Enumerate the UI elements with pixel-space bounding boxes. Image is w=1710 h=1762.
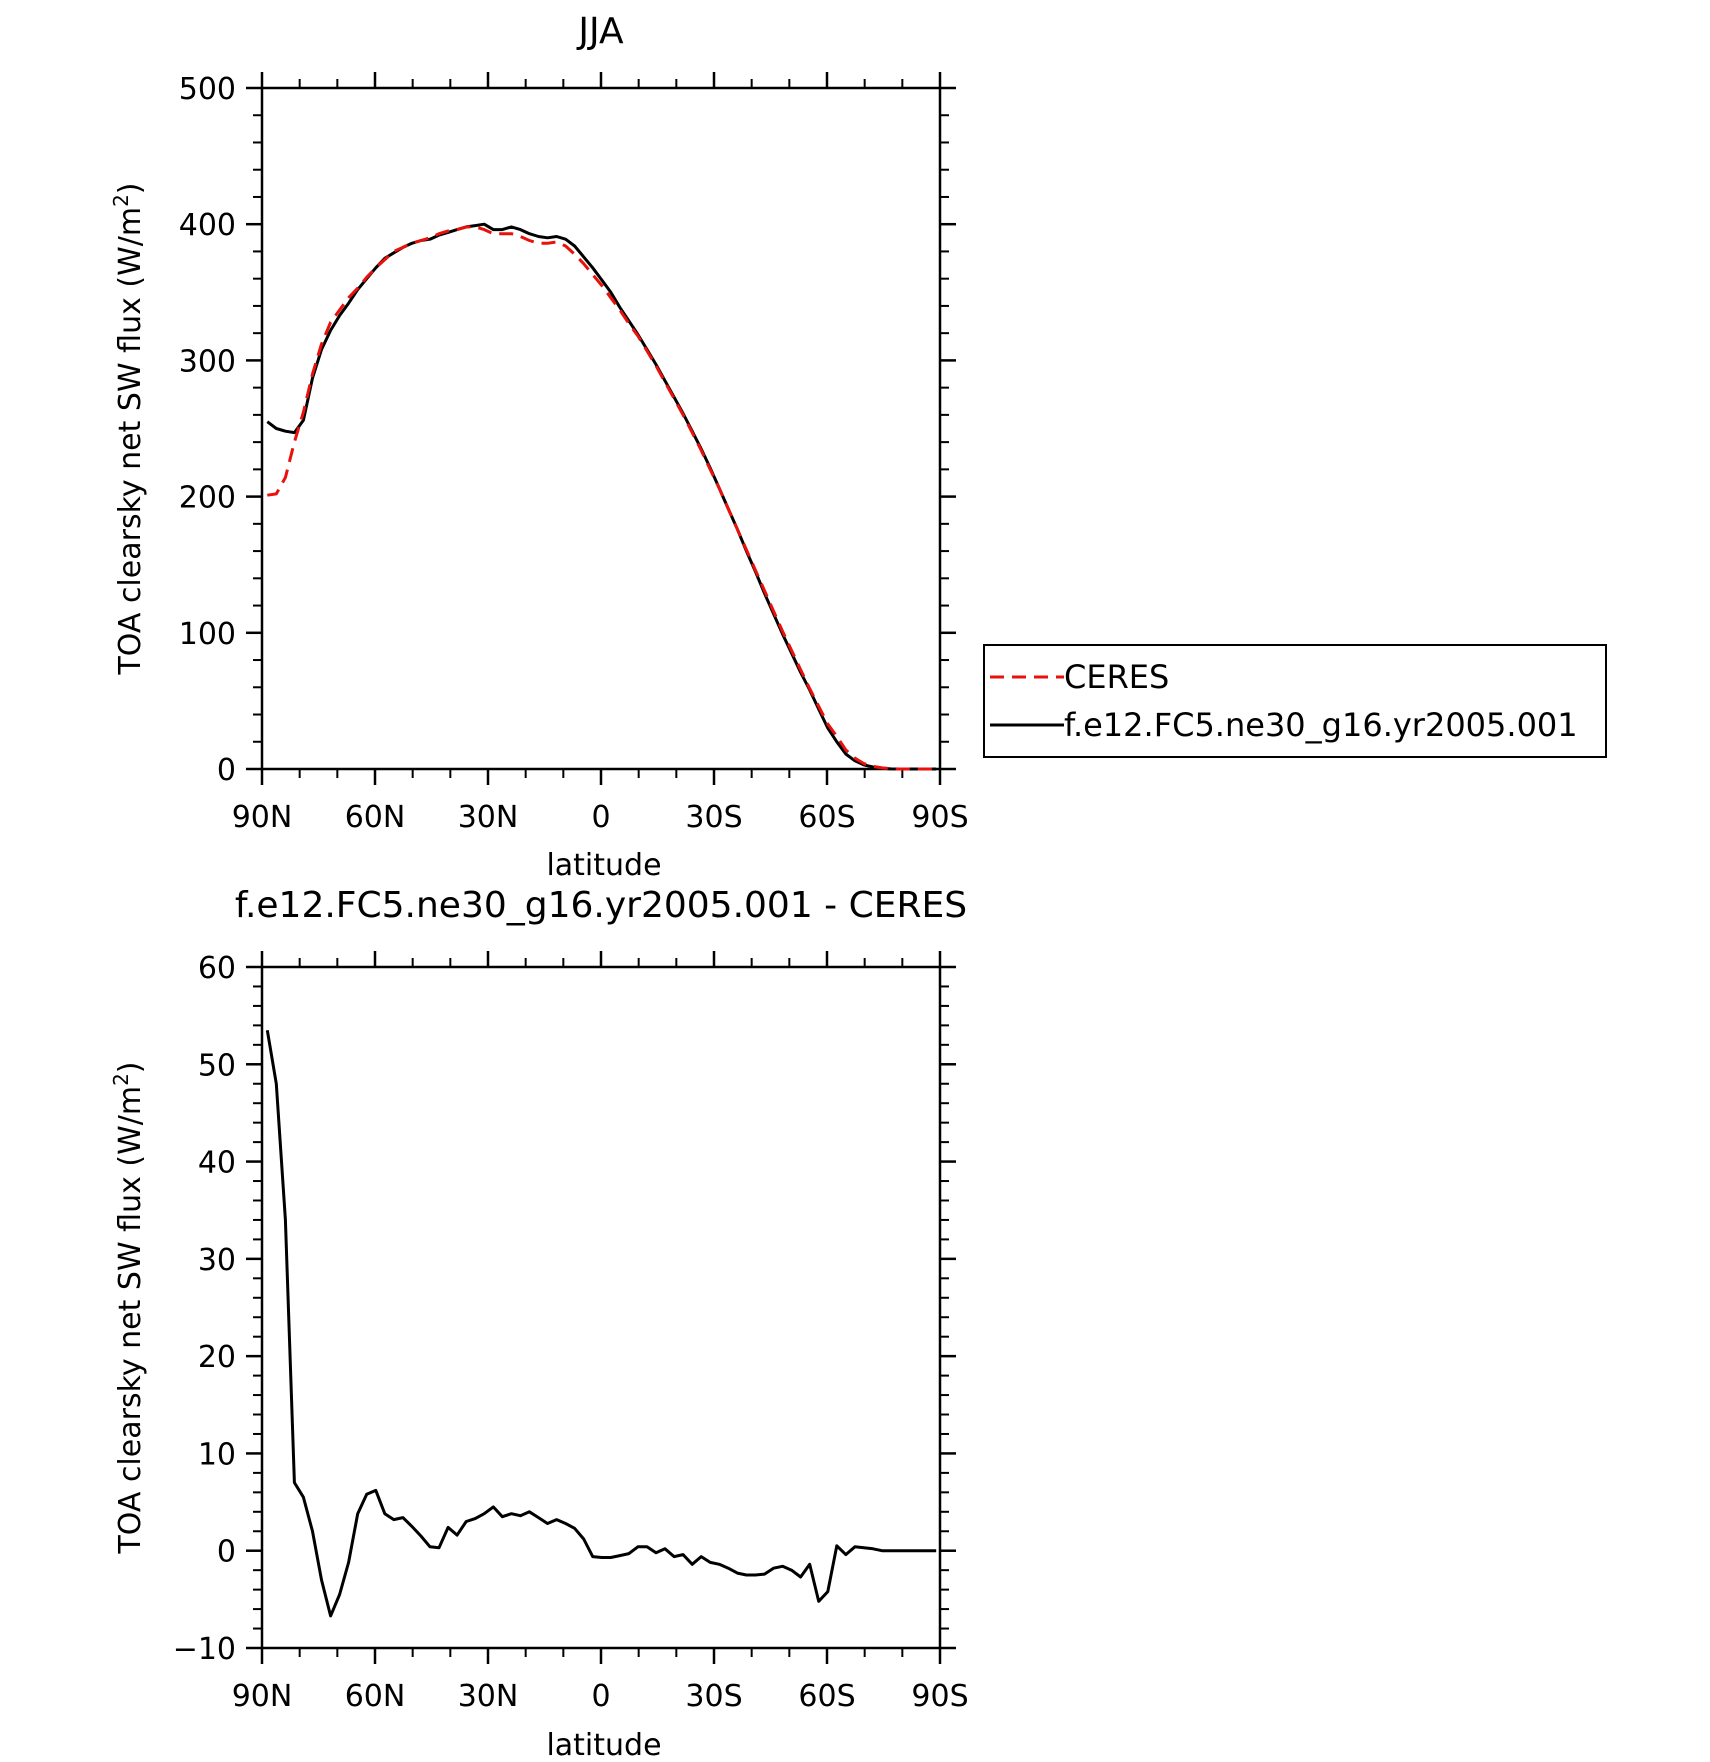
x-tick-label: 30N <box>458 800 519 835</box>
x-axis-label: latitude <box>546 1728 661 1762</box>
y-tick-label: 20 <box>198 1340 236 1375</box>
y-tick-label: 30 <box>198 1243 236 1278</box>
legend-box <box>983 644 1607 758</box>
x-tick-label: 90S <box>911 1679 968 1714</box>
x-tick-label: 60S <box>798 800 855 835</box>
y-axis-label-main: TOA clearsky net SW flux (W/m <box>113 207 148 676</box>
y-tick-label: 100 <box>179 617 236 652</box>
y-tick-label: 40 <box>198 1146 236 1181</box>
x-tick-label: 90S <box>911 800 968 835</box>
x-tick-label: 60N <box>345 1679 406 1714</box>
series-line-f-e12-fc5-ne30-g16-yr2005-001 <box>266 222 937 771</box>
x-tick-label: 60S <box>798 1679 855 1714</box>
x-tick-label: 0 <box>591 1679 610 1714</box>
y-axis-label-superscript: 2 <box>109 194 133 207</box>
plot-frame <box>260 86 942 771</box>
chart-top: JJA 90N 60N 30N 0 30S 60S 90S 0 100 200 300 400 500 la… <box>109 11 969 883</box>
legend-entry: CERES <box>1064 658 1169 696</box>
y-tick-label: 0 <box>217 753 236 788</box>
legend: CERES f.e12.FC5.ne30_g16.yr2005.001 <box>983 644 1607 758</box>
x-tick-label: 0 <box>591 800 610 835</box>
chart-title: f.e12.FC5.ne30_g16.yr2005.001 - CERES <box>235 885 967 926</box>
y-tick-label: 400 <box>179 208 236 243</box>
x-tick-label: 30S <box>685 1679 742 1714</box>
y-tick-label: −10 <box>173 1632 236 1667</box>
y-axis-label-end: ) <box>113 182 148 194</box>
x-tick-label: 30S <box>685 800 742 835</box>
y-axis-label-main: TOA clearsky net SW flux (W/m <box>113 1086 148 1555</box>
y-tick-label: 60 <box>198 951 236 986</box>
y-axis-label: TOA clearsky net SW flux (W/m2) <box>109 182 148 675</box>
y-tick-label: 500 <box>179 72 236 107</box>
y-tick-label: 10 <box>198 1437 236 1472</box>
series-line-difference <box>265 1029 937 1618</box>
chart-difference: f.e12.FC5.ne30_g16.yr2005.001 - CERES 90N… <box>109 885 969 1762</box>
y-axis-label-end: ) <box>113 1061 148 1073</box>
chart-title: JJA <box>576 11 624 52</box>
y-axis-label: TOA clearsky net SW flux (W/m2) <box>109 1061 148 1554</box>
y-tick-label: 300 <box>179 344 236 379</box>
y-tick-label: 200 <box>179 481 236 516</box>
series-line-ceres <box>267 225 937 771</box>
y-tick-label: 0 <box>217 1535 236 1570</box>
y-axis-label-superscript: 2 <box>109 1073 133 1086</box>
x-axis-label: latitude <box>546 848 661 883</box>
x-tick-label: 30N <box>458 1679 519 1714</box>
x-tick-label: 60N <box>345 800 406 835</box>
x-tick-label: 90N <box>232 800 293 835</box>
legend-entry: f.e12.FC5.ne30_g16.yr2005.001 <box>1064 706 1578 744</box>
x-tick-label: 90N <box>232 1679 293 1714</box>
y-tick-label: 50 <box>198 1048 236 1083</box>
